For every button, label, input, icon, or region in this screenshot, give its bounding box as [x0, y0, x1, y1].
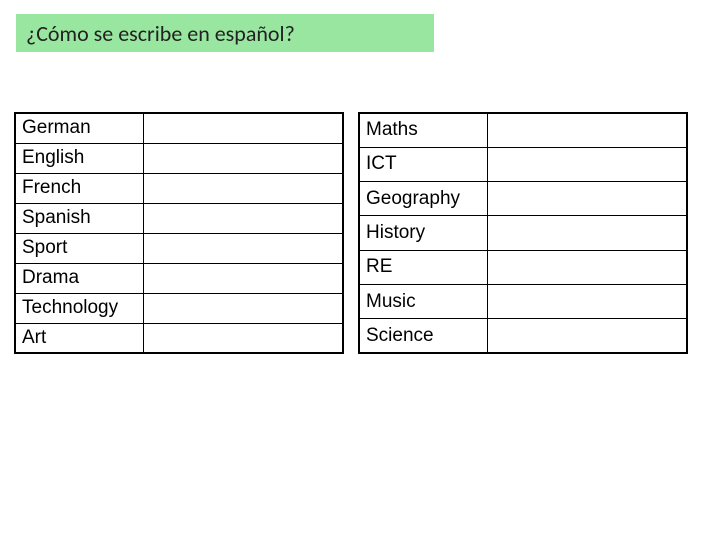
- table-row: German: [15, 113, 343, 143]
- answer-cell[interactable]: [487, 216, 687, 250]
- answer-cell[interactable]: [143, 113, 343, 143]
- table-row: Maths: [359, 113, 687, 147]
- subject-label: Music: [359, 284, 487, 318]
- table-row: Technology: [15, 293, 343, 323]
- answer-cell[interactable]: [143, 203, 343, 233]
- subject-label: Drama: [15, 263, 143, 293]
- subject-label: Sport: [15, 233, 143, 263]
- table-row: French: [15, 173, 343, 203]
- answer-cell[interactable]: [143, 293, 343, 323]
- answer-cell[interactable]: [143, 323, 343, 353]
- table-row: History: [359, 216, 687, 250]
- right-table-body: Maths ICT Geography History RE Music: [359, 113, 687, 353]
- subject-label: French: [15, 173, 143, 203]
- subject-label: Art: [15, 323, 143, 353]
- answer-cell[interactable]: [487, 250, 687, 284]
- answer-cell[interactable]: [487, 319, 687, 353]
- answer-cell[interactable]: [143, 263, 343, 293]
- table-row: Art: [15, 323, 343, 353]
- table-row: Drama: [15, 263, 343, 293]
- answer-cell[interactable]: [487, 147, 687, 181]
- subject-label: ICT: [359, 147, 487, 181]
- table-row: English: [15, 143, 343, 173]
- subject-label: Spanish: [15, 203, 143, 233]
- table-row: Music: [359, 284, 687, 318]
- table-row: ICT: [359, 147, 687, 181]
- subject-label: History: [359, 216, 487, 250]
- table-row: RE: [359, 250, 687, 284]
- answer-cell[interactable]: [487, 182, 687, 216]
- answer-cell[interactable]: [487, 113, 687, 147]
- title-box: ¿Cómo se escribe en español?: [16, 14, 434, 52]
- subject-label: Science: [359, 319, 487, 353]
- right-table: Maths ICT Geography History RE Music: [358, 112, 688, 354]
- subject-label: Technology: [15, 293, 143, 323]
- subject-label: Maths: [359, 113, 487, 147]
- answer-cell[interactable]: [143, 173, 343, 203]
- table-row: Spanish: [15, 203, 343, 233]
- table-row: Sport: [15, 233, 343, 263]
- subject-label: English: [15, 143, 143, 173]
- table-row: Geography: [359, 182, 687, 216]
- subject-label: Geography: [359, 182, 487, 216]
- subject-label: German: [15, 113, 143, 143]
- tables-container: German English French Spanish Sport Dram…: [14, 112, 706, 354]
- left-table-body: German English French Spanish Sport Dram…: [15, 113, 343, 353]
- answer-cell[interactable]: [487, 284, 687, 318]
- subject-label: RE: [359, 250, 487, 284]
- left-table: German English French Spanish Sport Dram…: [14, 112, 344, 354]
- answer-cell[interactable]: [143, 143, 343, 173]
- answer-cell[interactable]: [143, 233, 343, 263]
- table-row: Science: [359, 319, 687, 353]
